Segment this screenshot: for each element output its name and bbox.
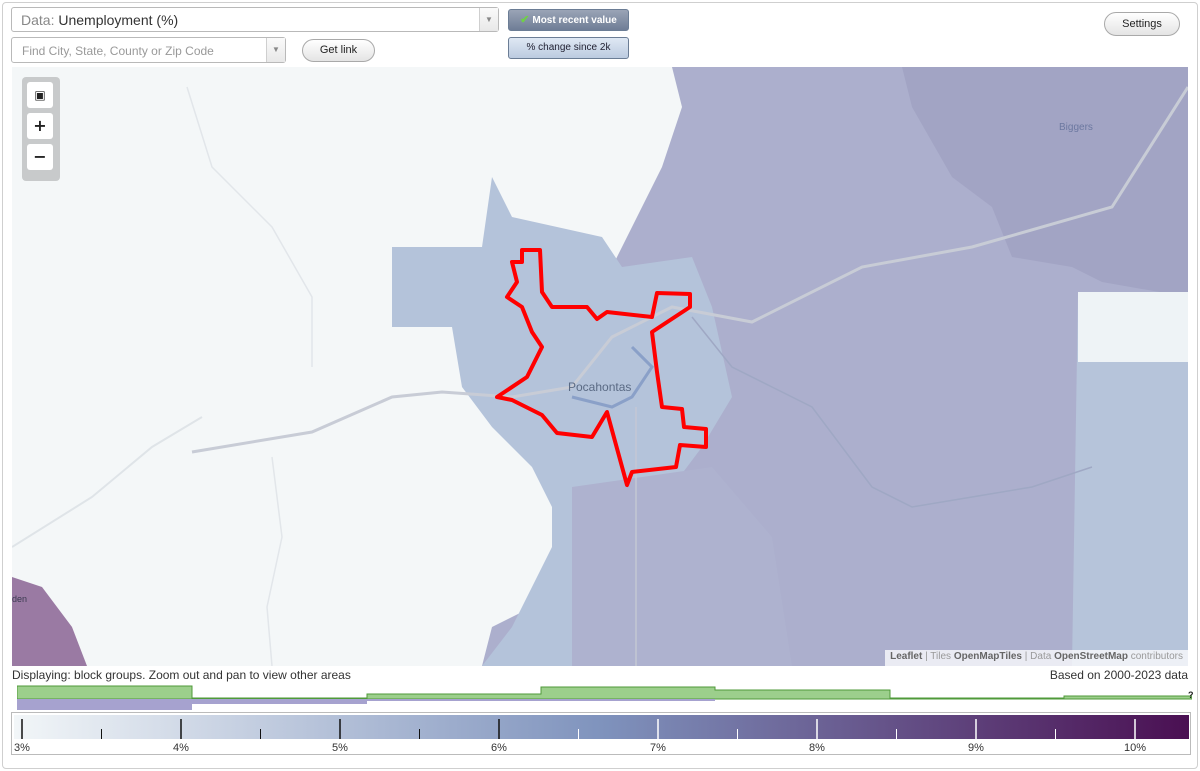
change-since-2k-toggle[interactable]: % change since 2k (508, 37, 629, 59)
displaying-note: Displaying: block groups. Zoom out and p… (12, 668, 351, 682)
distribution-histogram (17, 685, 1192, 710)
map-attribution: Leaflet | Tiles OpenMapTiles | Data Open… (885, 650, 1188, 666)
town-label-biggers: Biggers (1059, 122, 1093, 133)
block-group-northeast (902, 67, 1188, 297)
data-select[interactable]: Data: Unemployment (%) ▼ (11, 7, 499, 32)
rural-road (266, 456, 283, 666)
location-search[interactable]: ▼ (11, 37, 286, 63)
chevron-down-icon[interactable]: ▼ (266, 38, 285, 62)
zoom-in-button[interactable]: + (27, 113, 53, 139)
openstreetmap-link[interactable]: OpenStreetMap (1054, 651, 1128, 662)
rural-road (186, 86, 313, 367)
zoom-control: ▣ + − (22, 77, 60, 181)
data-select-label: Data: Unemployment (%) (21, 12, 179, 28)
river (691, 316, 1093, 508)
histogram-purple (17, 699, 715, 704)
legend-tick-label: 6% (491, 742, 507, 754)
map-view[interactable]: ▣ + − Pocahontas Biggers den Leaflet | T… (12, 67, 1188, 666)
chevron-down-icon[interactable]: ▼ (479, 8, 498, 31)
leaflet-link[interactable]: Leaflet (890, 651, 923, 662)
legend-tick-label: 7% (650, 742, 666, 754)
pocahontas-boundary (495, 248, 708, 487)
legend-tick-label: 9% (968, 742, 984, 754)
river (571, 345, 654, 409)
legend-tick-label: 5% (332, 742, 348, 754)
block-group-southwest-purple (12, 577, 87, 666)
help-icon[interactable]: ? (1188, 690, 1194, 700)
histogram-green (17, 685, 1192, 700)
zoom-out-button[interactable]: − (27, 144, 53, 170)
legend-scale: 3% 4% 5% 6% 7% 8% 9% 10% (14, 715, 1189, 754)
legend-tick-label: 4% (173, 742, 189, 754)
block-group-central (392, 177, 732, 666)
based-on-note: Based on 2000-2023 data (1049, 668, 1188, 682)
legend-gradient-bar (14, 715, 1189, 739)
map-canvas[interactable] (12, 67, 1188, 666)
settings-button[interactable]: Settings (1104, 12, 1180, 36)
city-label: Pocahontas (568, 380, 632, 394)
fullscreen-icon[interactable]: ▣ (27, 82, 53, 108)
search-input[interactable] (20, 41, 264, 61)
highway-road (191, 86, 1188, 454)
color-legend: 3% 4% 5% 6% 7% 8% 9% 10% (11, 712, 1191, 755)
most-recent-toggle[interactable]: ✔ Most recent value (508, 9, 629, 31)
block-group-south (572, 467, 792, 666)
checkmark-icon: ✔ (520, 14, 530, 26)
block-group-far-east (1072, 292, 1188, 666)
rural-road (12, 416, 203, 548)
histogram-purple-block (17, 699, 192, 710)
legend-tick-label: 8% (809, 742, 825, 754)
block-group-far-east-white (1078, 292, 1188, 362)
legend-tick-label: 3% (14, 742, 30, 754)
town-label-southwest: den (12, 594, 28, 604)
legend-tick-label: 10% (1124, 742, 1146, 754)
openmaptiles-link[interactable]: OpenMapTiles (953, 651, 1022, 662)
get-link-button[interactable]: Get link (302, 39, 375, 62)
